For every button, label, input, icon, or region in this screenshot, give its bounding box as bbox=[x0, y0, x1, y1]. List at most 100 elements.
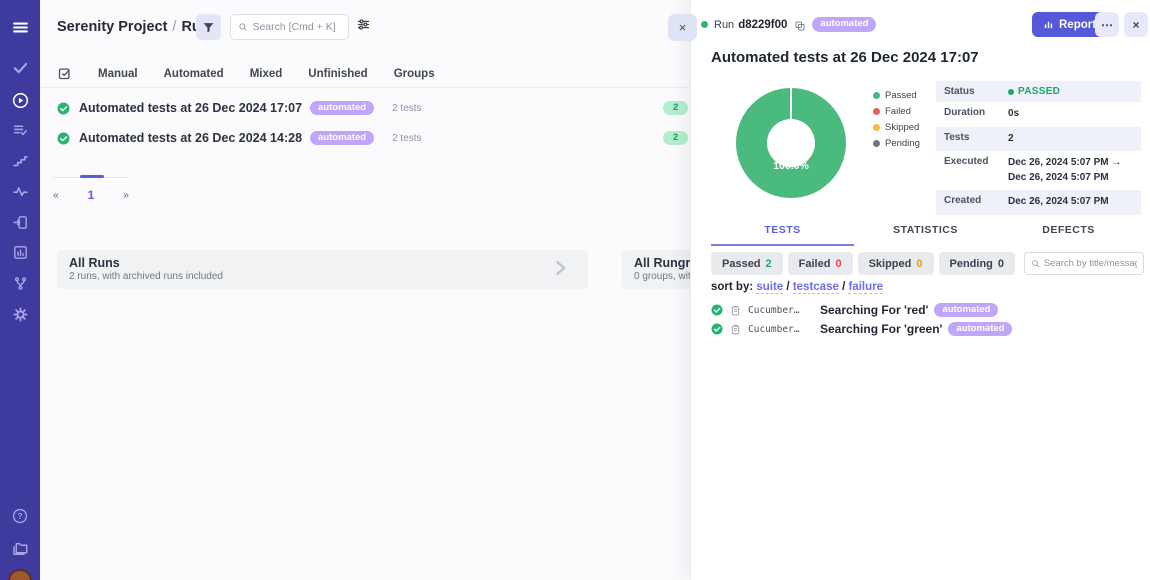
breadcrumb: Serenity Project/Runs bbox=[57, 19, 218, 35]
chevron-right-icon bbox=[550, 258, 570, 283]
tab-manual[interactable]: Manual bbox=[98, 67, 138, 80]
sort-controls: sort by: suite / testcase / failure bbox=[711, 281, 883, 294]
pagination: « 1 » bbox=[53, 188, 129, 202]
report-button[interactable]: Report bbox=[1032, 12, 1108, 37]
more-actions-button[interactable]: ⋯ bbox=[1095, 12, 1119, 37]
filter-button[interactable] bbox=[196, 14, 221, 40]
sliders-button[interactable] bbox=[356, 17, 371, 35]
test-suite: Cucumber… bbox=[748, 323, 800, 335]
report-button-label: Report bbox=[1059, 18, 1097, 31]
panel-close-button[interactable]: × bbox=[1124, 12, 1148, 37]
git-branch-icon[interactable] bbox=[0, 275, 40, 292]
legend-dot-skipped bbox=[873, 124, 880, 131]
avatar[interactable] bbox=[8, 569, 32, 580]
run-detail-title: Automated tests at 26 Dec 2024 17:07 bbox=[711, 49, 979, 66]
run-label: Run bbox=[714, 18, 735, 31]
check-icon[interactable] bbox=[0, 59, 40, 76]
sidebar: ? bbox=[0, 0, 40, 580]
tab-mixed[interactable]: Mixed bbox=[249, 67, 283, 80]
test-title: Searching For 'red' bbox=[820, 303, 929, 317]
info-row-tests: Tests 2 bbox=[936, 126, 1141, 151]
tab-tests[interactable]: TESTS bbox=[711, 224, 854, 246]
all-runs-card[interactable]: All Runs 2 runs, with archived runs incl… bbox=[57, 250, 588, 289]
run-title: Automated tests at 26 Dec 2024 17:07 bbox=[79, 101, 303, 115]
breadcrumb-separator: / bbox=[172, 19, 177, 35]
chip-skipped[interactable]: Skipped 0 bbox=[857, 252, 934, 275]
status-filter-chips: Passed 2 Failed 0 Skipped 0 Pending 0 bbox=[711, 252, 1145, 275]
panel-collapse-button[interactable]: × bbox=[668, 14, 697, 41]
gear-icon[interactable] bbox=[0, 306, 40, 323]
report-chart-icon bbox=[1044, 21, 1053, 29]
menu-icon[interactable] bbox=[0, 18, 40, 37]
pagination-active-indicator bbox=[80, 175, 104, 178]
legend-item-failed: Failed bbox=[873, 106, 920, 117]
pagination-last-button[interactable]: » bbox=[123, 189, 129, 201]
donut-percentage-label: 100.0% bbox=[773, 160, 809, 172]
passed-check-icon bbox=[57, 132, 70, 144]
play-circle-icon[interactable] bbox=[0, 91, 40, 110]
status-badge: PASSED bbox=[1008, 86, 1060, 97]
test-list-item[interactable]: Cucumber… Searching For 'red' automated bbox=[711, 302, 999, 318]
steps-icon[interactable] bbox=[0, 152, 40, 169]
list-check-icon[interactable] bbox=[0, 122, 40, 139]
select-all-icon[interactable] bbox=[57, 66, 72, 81]
test-search-box bbox=[1024, 252, 1145, 275]
bar-chart-box-icon[interactable] bbox=[0, 244, 40, 261]
run-status-dot bbox=[701, 21, 708, 28]
pagination-first-button[interactable]: « bbox=[53, 189, 59, 201]
automated-badge: automated bbox=[948, 321, 1013, 337]
legend-item-pending: Pending bbox=[873, 138, 920, 149]
run-test-count: 2 tests bbox=[392, 132, 422, 144]
sort-by-testcase[interactable]: testcase bbox=[792, 281, 839, 294]
status-dot bbox=[1008, 88, 1014, 95]
copy-run-id-button[interactable] bbox=[794, 20, 806, 32]
legend-item-skipped: Skipped bbox=[873, 122, 920, 133]
chip-failed[interactable]: Failed 0 bbox=[787, 252, 853, 275]
chart-legend: Passed Failed Skipped Pending bbox=[873, 90, 920, 154]
tab-defects[interactable]: DEFECTS bbox=[1042, 224, 1095, 236]
chip-pending[interactable]: Pending 0 bbox=[938, 252, 1016, 275]
tab-automated[interactable]: Automated bbox=[163, 67, 224, 80]
close-icon: × bbox=[678, 20, 687, 35]
folders-icon[interactable] bbox=[0, 540, 40, 558]
automated-badge: automated bbox=[310, 100, 375, 116]
breadcrumb-project[interactable]: Serenity Project bbox=[57, 19, 168, 35]
info-row-duration: Duration 0s bbox=[944, 107, 1020, 119]
search-icon bbox=[239, 23, 247, 31]
info-row-executed: Executed Dec 26, 2024 5:07 PM → Dec 26, 2… bbox=[944, 156, 1122, 183]
automated-badge: automated bbox=[812, 17, 877, 32]
run-test-count: 2 tests bbox=[392, 102, 422, 114]
sort-label: sort by: bbox=[711, 281, 754, 293]
clipboard-icon bbox=[731, 324, 740, 334]
test-search-input[interactable] bbox=[1043, 258, 1138, 269]
run-list-item[interactable]: Automated tests at 26 Dec 2024 14:28 aut… bbox=[40, 125, 740, 151]
test-suite: Cucumber… bbox=[748, 304, 800, 316]
passed-check-icon bbox=[711, 304, 723, 316]
import-icon[interactable] bbox=[0, 214, 40, 231]
passed-count-pill: 2 bbox=[663, 100, 689, 116]
all-runs-subtitle: 2 runs, with archived runs included bbox=[69, 271, 223, 282]
tab-unfinished[interactable]: Unfinished bbox=[308, 67, 368, 80]
help-icon[interactable]: ? bbox=[0, 507, 40, 525]
legend-dot-passed bbox=[873, 92, 880, 99]
chip-passed[interactable]: Passed 2 bbox=[711, 252, 783, 275]
search-input[interactable] bbox=[252, 21, 341, 33]
panel-header: Run d8229f00 automated bbox=[701, 12, 877, 37]
run-list-item[interactable]: Automated tests at 26 Dec 2024 17:07 aut… bbox=[40, 95, 740, 121]
test-list-item[interactable]: Cucumber… Searching For 'green' automate… bbox=[711, 321, 1013, 337]
legend-dot-failed bbox=[873, 108, 880, 115]
run-detail-panel: Run d8229f00 automated Report ⋯ × Automa… bbox=[690, 0, 1150, 580]
info-row-status: Status PASSED bbox=[936, 81, 1141, 102]
sort-by-failure[interactable]: failure bbox=[848, 281, 883, 294]
info-row-created: Created Dec 26, 2024 5:07 PM bbox=[936, 190, 1141, 215]
tab-groups[interactable]: Groups bbox=[393, 67, 435, 80]
passed-check-icon bbox=[711, 323, 723, 335]
run-filter-tabs: Manual Automated Mixed Unfinished Groups bbox=[40, 60, 690, 88]
pulse-icon[interactable] bbox=[0, 183, 40, 200]
pagination-page-1[interactable]: 1 bbox=[87, 188, 95, 202]
sort-by-suite[interactable]: suite bbox=[756, 281, 784, 294]
tab-statistics[interactable]: STATISTICS bbox=[893, 224, 958, 236]
sliders-icon bbox=[357, 19, 370, 30]
donut-segment-gap bbox=[790, 88, 792, 119]
